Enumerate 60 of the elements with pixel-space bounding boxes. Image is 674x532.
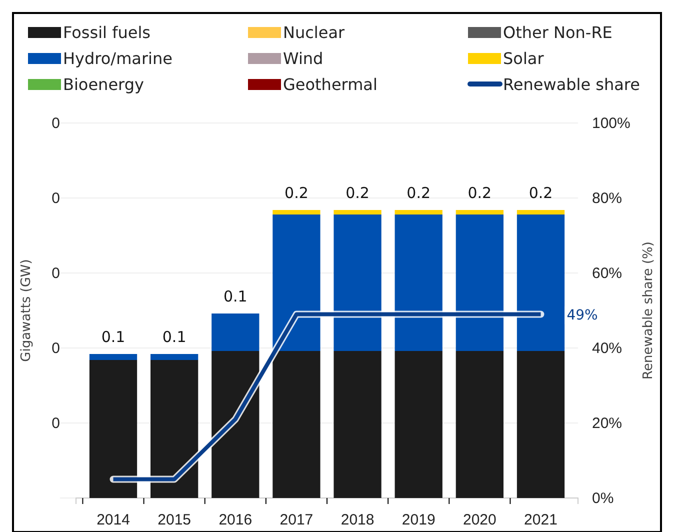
legend-label: Wind (283, 49, 324, 68)
total-label: 0.2 (346, 184, 370, 202)
x-tick-label: 2019 (402, 512, 436, 529)
bar (456, 351, 504, 498)
bar (394, 351, 442, 498)
legend-label: Fossil fuels (63, 23, 150, 42)
y2-tick-label: 0% (592, 490, 614, 507)
legend-label: Nuclear (283, 23, 345, 42)
bar (334, 351, 382, 498)
bar (272, 210, 320, 214)
y-tick-label: 0 (52, 340, 60, 357)
y-tick-label: 0 (52, 264, 60, 282)
data-label: 49% (566, 307, 598, 324)
total-label: 0.2 (528, 184, 553, 202)
x-tick-label: 2015 (158, 512, 192, 529)
bar (89, 360, 138, 498)
bar (272, 214, 320, 351)
total-label: 0.2 (284, 184, 308, 202)
x-tick-label: 2020 (462, 512, 496, 529)
y-tick-label: 0 (52, 190, 60, 207)
bar (516, 214, 565, 351)
y2-tick-label: 20% (592, 414, 622, 432)
y-axis-title: Gigawatts (GW) (19, 259, 34, 362)
bar (394, 210, 442, 214)
legend-label: Geothermal (283, 75, 378, 94)
total-label: 0.1 (101, 328, 126, 346)
y2-tick-label: 40% (592, 340, 622, 357)
legend-label: Solar (503, 49, 544, 68)
y-tick-label: 0 (52, 114, 60, 132)
x-tick-label: 2017 (280, 512, 314, 529)
legend-label: Bioenergy (63, 75, 144, 94)
bar (516, 210, 565, 214)
total-label: 0.2 (406, 184, 431, 202)
bar (150, 354, 198, 360)
y2-axis-title: Renewable share (%) (641, 242, 656, 380)
bar (456, 214, 504, 351)
legend-label: Other Non-RE (503, 23, 612, 42)
total-label: 0.1 (162, 328, 186, 346)
total-label: 0.2 (468, 184, 492, 202)
bar (456, 210, 504, 214)
legend-label: Hydro/marine (63, 49, 172, 68)
y2-tick-label: 60% (592, 264, 622, 282)
y-tick-label: 0 (52, 414, 60, 432)
x-tick-label: 2021 (524, 512, 558, 529)
bar (334, 214, 382, 351)
y2-tick-label: 100% (592, 114, 630, 132)
bar (394, 214, 442, 351)
bar (272, 351, 320, 498)
x-tick-label: 2018 (340, 512, 374, 529)
bar (334, 210, 382, 214)
bar (212, 351, 260, 498)
legend-label: Renewable share (503, 75, 640, 94)
y2-tick-label: 80% (592, 190, 622, 207)
bar (150, 360, 198, 498)
x-tick-label: 2016 (218, 512, 252, 529)
bar (516, 351, 565, 498)
bar (212, 314, 260, 351)
x-tick-label: 2014 (96, 512, 130, 529)
total-label: 0.1 (223, 288, 248, 306)
bar (89, 354, 138, 360)
